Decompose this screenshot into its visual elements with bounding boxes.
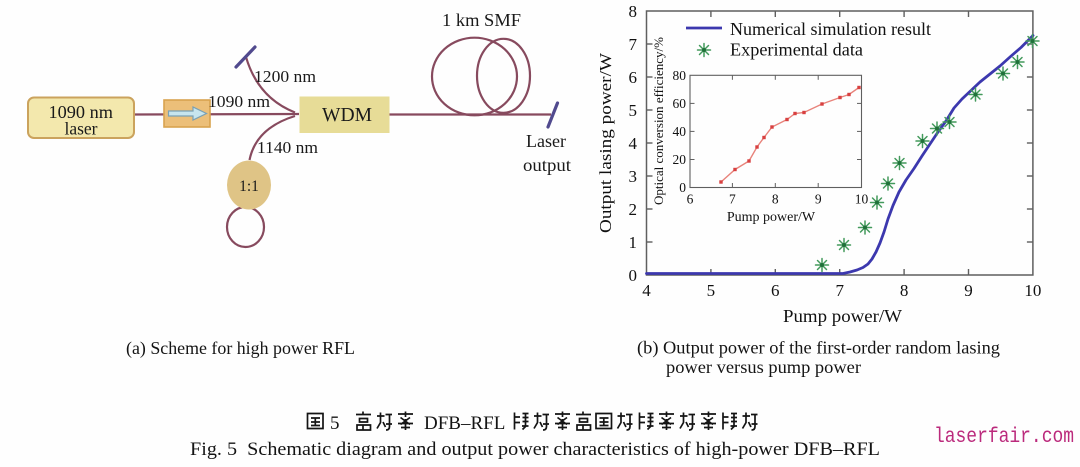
svg-text:Laser: Laser [526,131,566,151]
svg-text:0: 0 [679,180,686,195]
svg-text:5: 5 [707,281,716,300]
svg-text:1090 nm: 1090 nm [208,92,270,111]
svg-text:1: 1 [629,233,638,252]
svg-text:9: 9 [964,281,973,300]
svg-text:8: 8 [772,192,779,207]
svg-text:Fig. 5 Schematic diagram and: Fig. 5 Schematic diagram and output powe… [190,440,880,460]
svg-text:60: 60 [673,96,687,111]
svg-text:DFB–RFL: DFB–RFL [424,413,505,434]
svg-text:2: 2 [629,200,638,219]
svg-text:0: 0 [629,266,638,285]
svg-text:7: 7 [629,35,638,54]
svg-text:80: 80 [673,68,687,83]
svg-text:1 km SMF: 1 km SMF [442,10,521,30]
svg-text:1200 nm: 1200 nm [254,67,316,86]
svg-text:Optical conversion efficiency/: Optical conversion efficiency/% [652,37,666,205]
svg-text:20: 20 [673,152,687,167]
svg-text:Numerical simulation result: Numerical simulation result [730,19,931,39]
svg-text:power versus pump power: power versus pump power [666,357,861,377]
svg-text:1090 nm: 1090 nm [49,102,114,122]
svg-text:Pump power/W: Pump power/W [727,210,816,225]
svg-text:5: 5 [629,101,638,120]
svg-text:3: 3 [629,167,638,186]
svg-text:WDM: WDM [322,105,372,126]
svg-text:4: 4 [642,281,651,300]
svg-text:laserfair.com: laserfair.com [934,426,1074,449]
svg-text:9: 9 [815,192,822,207]
svg-text:10: 10 [1024,281,1041,300]
svg-text:Output lasing power/W: Output lasing power/W [596,52,615,233]
svg-text:4: 4 [629,134,638,153]
svg-text:6: 6 [687,192,694,207]
svg-text:7: 7 [729,192,736,207]
svg-text:7: 7 [835,281,844,300]
svg-text:6: 6 [629,68,638,87]
svg-text:6: 6 [771,281,780,300]
svg-text:Pump power/W: Pump power/W [783,306,903,326]
svg-text:8: 8 [900,281,909,300]
svg-text:5: 5 [330,413,340,434]
svg-text:8: 8 [629,2,638,21]
svg-text:(a) Scheme for high power RFL: (a) Scheme for high power RFL [126,338,355,359]
svg-text:Experimental data: Experimental data [730,40,863,60]
svg-text:10: 10 [855,192,869,207]
svg-text:1140 nm: 1140 nm [257,138,318,157]
svg-text:output: output [523,155,571,175]
svg-text:(b) Output power of the first-: (b) Output power of the first-order rand… [637,338,1000,359]
svg-text:40: 40 [673,124,687,139]
svg-text:laser: laser [64,119,97,139]
svg-text:1:1: 1:1 [239,178,259,195]
